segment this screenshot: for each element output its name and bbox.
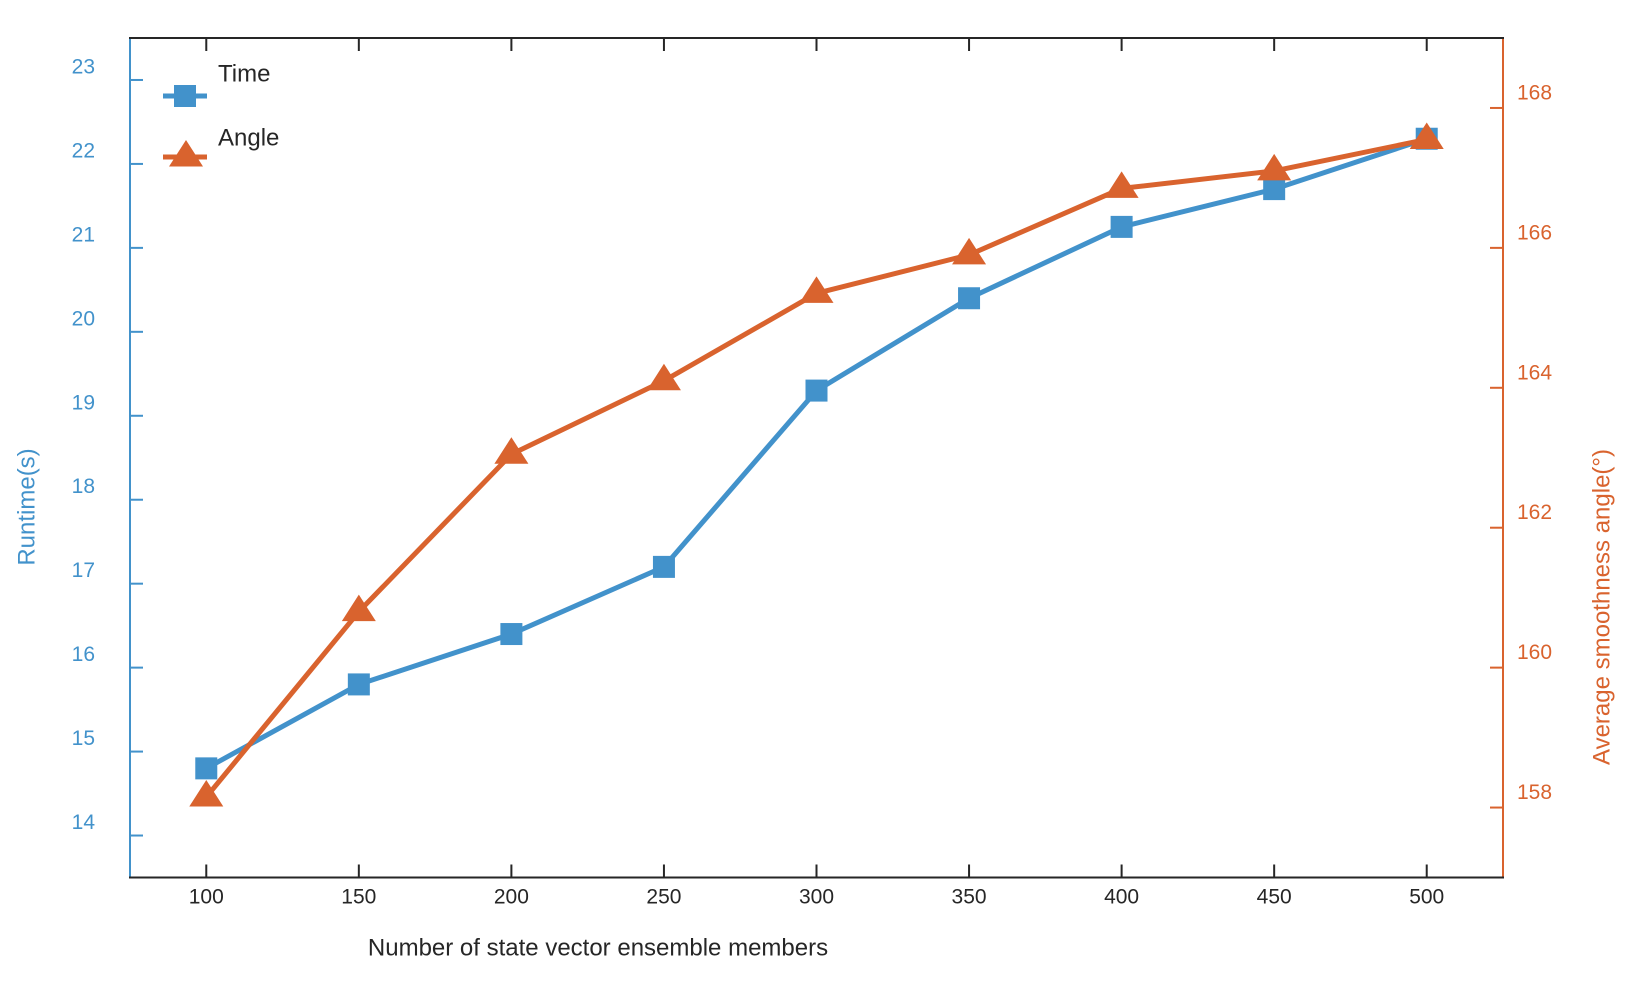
y-left-tick-label: 15 bbox=[72, 727, 95, 750]
time-data-point-marker bbox=[1263, 178, 1286, 201]
x-tick-label: 300 bbox=[799, 886, 834, 909]
legend-time-marker bbox=[174, 85, 196, 107]
y-left-axis-title: Runtime(s) bbox=[14, 448, 41, 565]
time-series-line bbox=[203, 136, 1430, 771]
y-right-tick-label: 158 bbox=[1517, 781, 1552, 804]
y-left-tick-label: 20 bbox=[72, 307, 95, 330]
y-right-tick-label: 160 bbox=[1517, 641, 1552, 664]
x-tick-label: 100 bbox=[189, 886, 224, 909]
x-tick-label: 450 bbox=[1257, 886, 1292, 909]
time-data-point-marker bbox=[1110, 215, 1133, 238]
x-tick-label: 200 bbox=[494, 886, 529, 909]
angle-data-point-marker bbox=[494, 437, 529, 464]
y-right-tick-label: 162 bbox=[1517, 501, 1552, 524]
angle-data-point-marker bbox=[189, 780, 224, 807]
y-left-tick-label: 22 bbox=[72, 139, 95, 162]
angle-data-point-marker bbox=[341, 594, 376, 622]
legend-label-angle: Angle bbox=[218, 125, 279, 152]
y-left-tick-label: 19 bbox=[72, 391, 95, 414]
x-tick-label: 250 bbox=[646, 886, 681, 909]
time-data-point-marker bbox=[652, 555, 675, 578]
angle-data-point-marker bbox=[952, 237, 987, 265]
x-tick-label: 350 bbox=[952, 886, 987, 909]
y-left-tick-label: 23 bbox=[72, 55, 95, 78]
angle-data-point-marker bbox=[1409, 122, 1444, 149]
x-axis-title: Number of state vector ensemble members bbox=[368, 935, 828, 962]
y-right-axis-title: Average smoothness angle(°) bbox=[1589, 449, 1616, 765]
legend-label-time: Time bbox=[218, 61, 270, 88]
y-left-tick-label: 14 bbox=[72, 811, 96, 834]
time-data-point-marker bbox=[195, 757, 218, 780]
y-left-tick-label: 17 bbox=[72, 559, 95, 582]
angle-data-point-marker bbox=[799, 276, 834, 303]
angle-data-point-marker bbox=[1104, 171, 1139, 198]
angle-series-line bbox=[203, 136, 1430, 800]
x-tick-label: 150 bbox=[341, 886, 376, 909]
y-right-tick-label: 164 bbox=[1517, 361, 1552, 384]
x-tick-label: 400 bbox=[1104, 886, 1139, 909]
legend-angle-marker bbox=[169, 140, 203, 167]
time-data-point-marker bbox=[347, 673, 370, 696]
time-data-point-marker bbox=[958, 287, 981, 310]
y-right-tick-label: 168 bbox=[1517, 81, 1552, 104]
y-left-tick-label: 21 bbox=[72, 223, 95, 246]
time-data-point-marker bbox=[805, 379, 828, 402]
y-left-tick-label: 16 bbox=[72, 643, 95, 666]
x-tick-label: 500 bbox=[1409, 886, 1444, 909]
angle-data-point-marker bbox=[1257, 153, 1292, 181]
angle-data-point-marker bbox=[646, 363, 681, 391]
time-data-point-marker bbox=[500, 623, 523, 646]
y-left-tick-label: 18 bbox=[72, 475, 95, 498]
y-right-tick-label: 166 bbox=[1517, 221, 1552, 244]
